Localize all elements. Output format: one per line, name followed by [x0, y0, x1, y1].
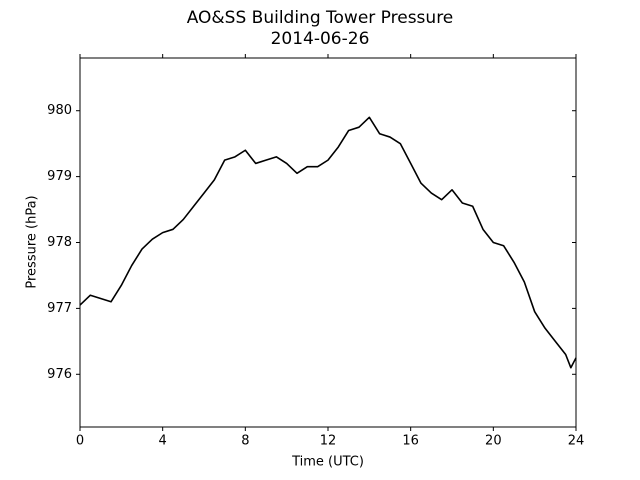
x-tick-label: 8	[241, 434, 249, 449]
chart-title: AO&SS Building Tower Pressure	[187, 8, 454, 28]
y-tick-label: 978	[47, 235, 72, 250]
plot-frame	[79, 57, 577, 428]
y-tick-label: 979	[47, 169, 72, 184]
chart-subtitle: 2014-06-26	[271, 29, 370, 49]
y-tick-label: 976	[47, 367, 72, 382]
data-line	[79, 116, 577, 369]
y-tick-label: 980	[47, 103, 72, 118]
x-tick-label: 24	[568, 434, 585, 449]
x-tick-label: 12	[320, 434, 337, 449]
y-axis-label: Pressure (hPa)	[25, 195, 40, 288]
x-tick-label: 20	[485, 434, 502, 449]
x-tick-label: 16	[402, 434, 419, 449]
x-tick-label: 0	[76, 434, 84, 449]
x-tick-label: 4	[159, 434, 167, 449]
x-axis-label: Time (UTC)	[291, 455, 364, 470]
y-tick-label: 977	[47, 301, 72, 316]
